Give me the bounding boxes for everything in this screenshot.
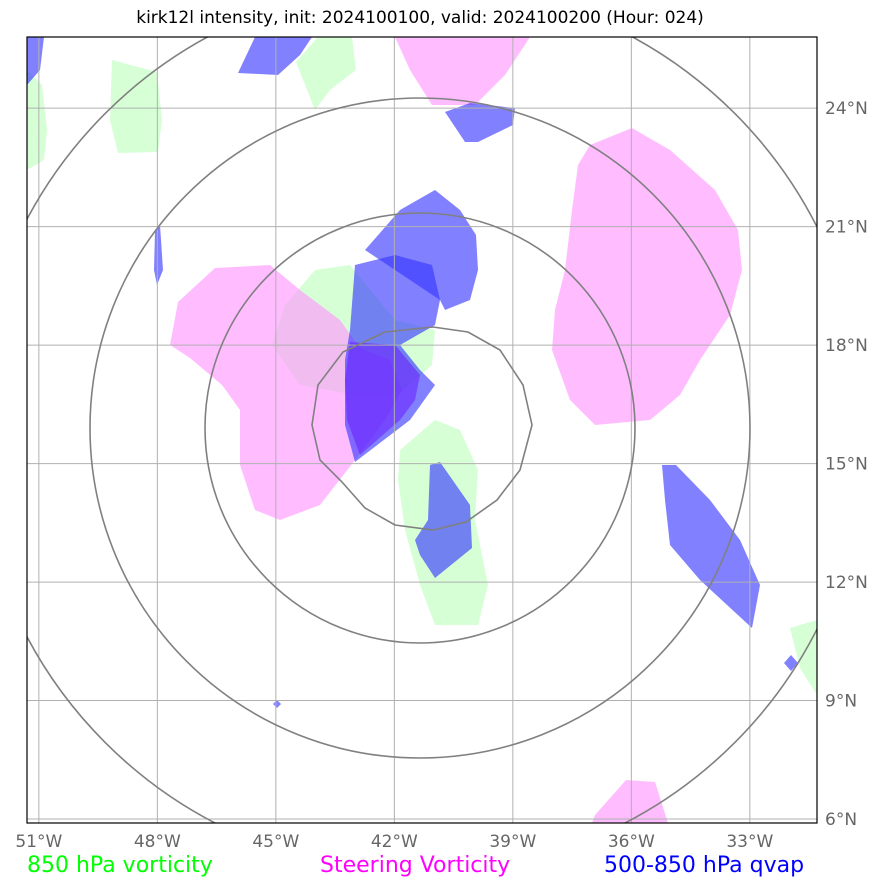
legend-850-vorticity: 850 hPa vorticity	[27, 853, 213, 878]
latitude-tick-labels: 24°N 21°N 18°N 15°N 12°N 9°N 6°N	[825, 99, 868, 830]
qvap-region	[662, 465, 760, 628]
graticule	[27, 37, 817, 823]
qvap-region	[238, 37, 312, 75]
lon-tick-label: 42°W	[371, 832, 418, 852]
vort850-region	[790, 620, 817, 695]
lon-tick-label: 39°W	[489, 832, 536, 852]
qvap-region	[415, 462, 472, 578]
lat-tick-label: 21°N	[825, 218, 868, 238]
lat-tick-label: 24°N	[825, 99, 868, 119]
qvap-region	[365, 190, 478, 310]
qvap-region	[784, 655, 798, 671]
lon-tick-label: 45°W	[252, 832, 299, 852]
vorticity-850-layer	[27, 37, 817, 695]
lat-tick-label: 9°N	[825, 692, 857, 712]
lat-tick-label: 6°N	[825, 810, 857, 830]
lat-tick-label: 18°N	[825, 336, 868, 356]
map-title: kirk12l intensity, init: 2024100100, val…	[136, 8, 704, 28]
qvap-core	[345, 342, 420, 455]
range-ring-2	[204, 212, 636, 644]
steering-vorticity-layer	[170, 37, 742, 823]
qvap-region	[154, 225, 163, 285]
lon-tick-label: 36°W	[608, 832, 655, 852]
lon-tick-label: 51°W	[15, 832, 62, 852]
lon-tick-label: 48°W	[134, 832, 181, 852]
lat-tick-label: 15°N	[825, 455, 868, 475]
qvap-region	[445, 103, 515, 142]
range-ring-3	[89, 97, 751, 759]
longitude-tick-labels: 51°W 48°W 45°W 42°W 39°W 36°W 33°W	[15, 832, 773, 852]
lon-tick-label: 33°W	[726, 832, 773, 852]
steering-region	[395, 37, 530, 105]
plot-frame	[26, 36, 818, 824]
steering-region	[552, 128, 742, 425]
range-rings	[27, 37, 817, 823]
qvap-region	[273, 700, 281, 708]
range-ring-inner	[311, 326, 533, 531]
lat-tick-label: 12°N	[825, 573, 868, 593]
steering-region	[170, 265, 402, 520]
legend-qvap: 500-850 hPa qvap	[604, 853, 805, 878]
qvap-region	[27, 37, 44, 85]
vort850-region	[27, 70, 47, 170]
legend-steering-vorticity: Steering Vorticity	[320, 853, 511, 878]
vort850-region	[296, 37, 356, 110]
vort850-region	[110, 60, 162, 153]
steering-region	[592, 780, 668, 823]
